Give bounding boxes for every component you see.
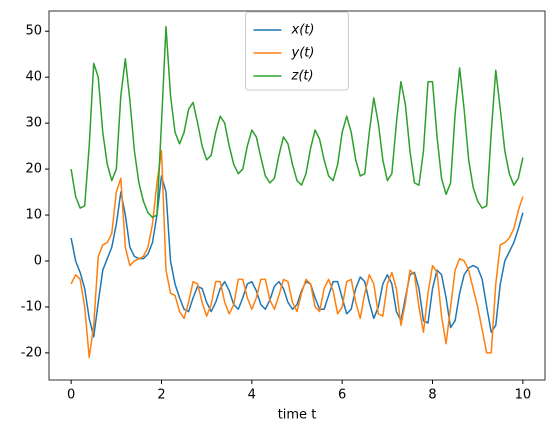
series-line — [70, 25, 524, 219]
y-tick-label: 0 — [34, 253, 42, 268]
y-tick-label: 40 — [25, 70, 42, 85]
x-tick-label: 2 — [157, 388, 165, 403]
y-tick-label: 50 — [25, 24, 42, 39]
legend-label: z(t) — [291, 69, 314, 84]
legend: x(t) y(t) z(t) — [245, 11, 349, 91]
legend-box — [245, 11, 349, 91]
legend-label: y(t) — [291, 46, 315, 61]
x-tick-label: 8 — [428, 388, 436, 403]
series-line — [70, 149, 524, 359]
axes-frame — [48, 10, 546, 381]
x-tick-label: 10 — [515, 388, 532, 403]
x-tick-label: 6 — [338, 388, 346, 403]
y-tick-label: -10 — [21, 299, 42, 314]
y-tick-label: 10 — [25, 208, 42, 223]
y-tick-label: 20 — [25, 162, 42, 177]
y-tick-label: 30 — [25, 116, 42, 131]
x-tick-label: 4 — [248, 388, 256, 403]
legend-label: x(t) — [291, 23, 315, 38]
series-line — [70, 175, 524, 338]
x-axis-label: time t — [278, 408, 317, 423]
y-tick-label: -20 — [21, 345, 42, 360]
x-tick-label: 0 — [67, 388, 75, 403]
